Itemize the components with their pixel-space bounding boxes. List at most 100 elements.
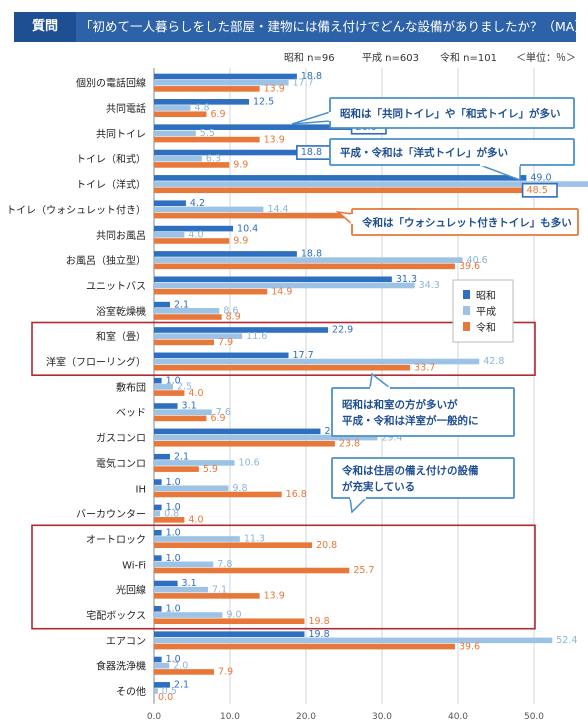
callout: 平成・令和は「洋式トイレ」が多い <box>329 138 575 182</box>
value-label: 2.5 <box>177 382 192 393</box>
value-label: 5.9 <box>203 464 218 475</box>
highlight-box <box>31 321 536 377</box>
value-label: 14.4 <box>267 204 288 215</box>
value-label: 9.0 <box>226 610 241 621</box>
bar <box>154 688 158 694</box>
value-label: 18.8 <box>301 147 322 158</box>
bar <box>154 403 178 409</box>
category-label: バーカウンター <box>76 509 146 521</box>
category-label: ユニットバス <box>86 280 146 292</box>
bar <box>154 200 186 207</box>
category-label: 光回線 <box>116 584 146 597</box>
bar <box>154 409 212 416</box>
legend-swatch <box>463 290 470 299</box>
value-label: 48.5 <box>527 185 548 196</box>
category-label: トイレ（和式） <box>76 153 146 166</box>
value-label: 42.8 <box>483 356 504 367</box>
bar <box>154 162 230 168</box>
bar <box>154 333 243 339</box>
bar <box>154 440 335 447</box>
value-label: 1.0 <box>166 375 181 386</box>
value-label: 0.0 <box>158 692 173 703</box>
value-label: 2.0 <box>173 660 188 671</box>
unit-note: ＜単位：％＞ <box>516 51 576 64</box>
bar <box>154 377 162 384</box>
value-label: 2.1 <box>174 451 189 462</box>
bar <box>154 656 162 663</box>
bar <box>154 567 350 574</box>
value-label: 6.9 <box>210 413 225 424</box>
value-label: 7.1 <box>212 584 227 595</box>
value-label: 29.4 <box>381 432 402 443</box>
value-label: 4.0 <box>188 229 203 240</box>
question-text: 「初めて一人暮らしをした部屋・建物には備え付けでどんな設備がありましたか？（MA… <box>80 19 588 34</box>
bar <box>154 263 455 270</box>
value-label: 31.3 <box>396 274 417 285</box>
x-tick-label: 50.0 <box>524 712 544 720</box>
value-label: 49.0 <box>530 173 551 184</box>
value-label: 34.3 <box>419 280 440 291</box>
value-label: 16.8 <box>286 489 307 500</box>
value-label: 3.1 <box>182 578 197 589</box>
callout-text: 平成・令和は洋室が一般的に <box>342 414 479 427</box>
bar <box>154 479 162 485</box>
category-label: 共同お風呂 <box>96 230 146 242</box>
value-label: 7.9 <box>218 337 233 348</box>
bar <box>154 466 199 472</box>
category-label: 和室（畳） <box>96 330 146 343</box>
bar <box>154 212 380 219</box>
value-label: 13.9 <box>264 84 285 95</box>
category-label: ガスコンロ <box>96 433 146 445</box>
sample-note-heisei: 平成 n=603 <box>362 52 419 64</box>
sample-note-showa: 昭和 n=96 <box>284 52 335 64</box>
callouts: 昭和は「共同トイレ」や「和式トイレ」が多い平成・令和は「洋式トイレ」が多い令和は… <box>291 97 579 514</box>
bar <box>154 580 178 587</box>
bar <box>154 384 173 390</box>
bar <box>154 130 196 137</box>
bar <box>154 390 185 396</box>
highlight-boxes <box>31 321 536 630</box>
bar <box>154 251 297 257</box>
bar <box>154 181 588 187</box>
legend-swatch <box>463 306 470 315</box>
callout-pointer <box>369 372 393 389</box>
callout: 昭和は「共同トイレ」や「和式トイレ」が多い <box>291 97 575 129</box>
category-label: 食器洗浄機 <box>96 660 146 673</box>
legend-swatch <box>463 322 470 331</box>
value-label: 13.9 <box>264 134 285 145</box>
value-label: 52.4 <box>556 635 577 646</box>
value-label: 39.6 <box>459 261 480 272</box>
value-label: 1.0 <box>166 502 181 513</box>
category-label: IH <box>136 484 146 495</box>
callout-pointer <box>349 497 368 514</box>
value-label: 25.7 <box>353 565 374 576</box>
bar <box>154 555 162 561</box>
value-label: 1.0 <box>166 527 181 538</box>
bar <box>154 79 289 86</box>
bar <box>154 105 191 111</box>
value-label: 4.0 <box>188 515 203 526</box>
callout-box <box>331 387 515 437</box>
bar <box>154 149 297 156</box>
value-label: 1.0 <box>166 604 181 615</box>
value-label: 4.0 <box>188 388 203 399</box>
bar <box>154 187 523 194</box>
bar <box>154 288 268 295</box>
bar <box>154 586 208 593</box>
bar <box>154 136 260 143</box>
value-label: 19.8 <box>308 616 329 627</box>
value-label: 19.8 <box>308 629 329 640</box>
value-label: 3.1 <box>182 401 197 412</box>
bar <box>154 669 215 675</box>
bar <box>154 314 222 320</box>
category-label: トイレ（ウォシュレット付き） <box>6 203 146 216</box>
value-label: 1.0 <box>166 477 181 488</box>
bar <box>154 339 215 346</box>
x-tick-label: 10.0 <box>220 712 240 720</box>
bar <box>154 358 480 365</box>
bar <box>154 308 220 314</box>
